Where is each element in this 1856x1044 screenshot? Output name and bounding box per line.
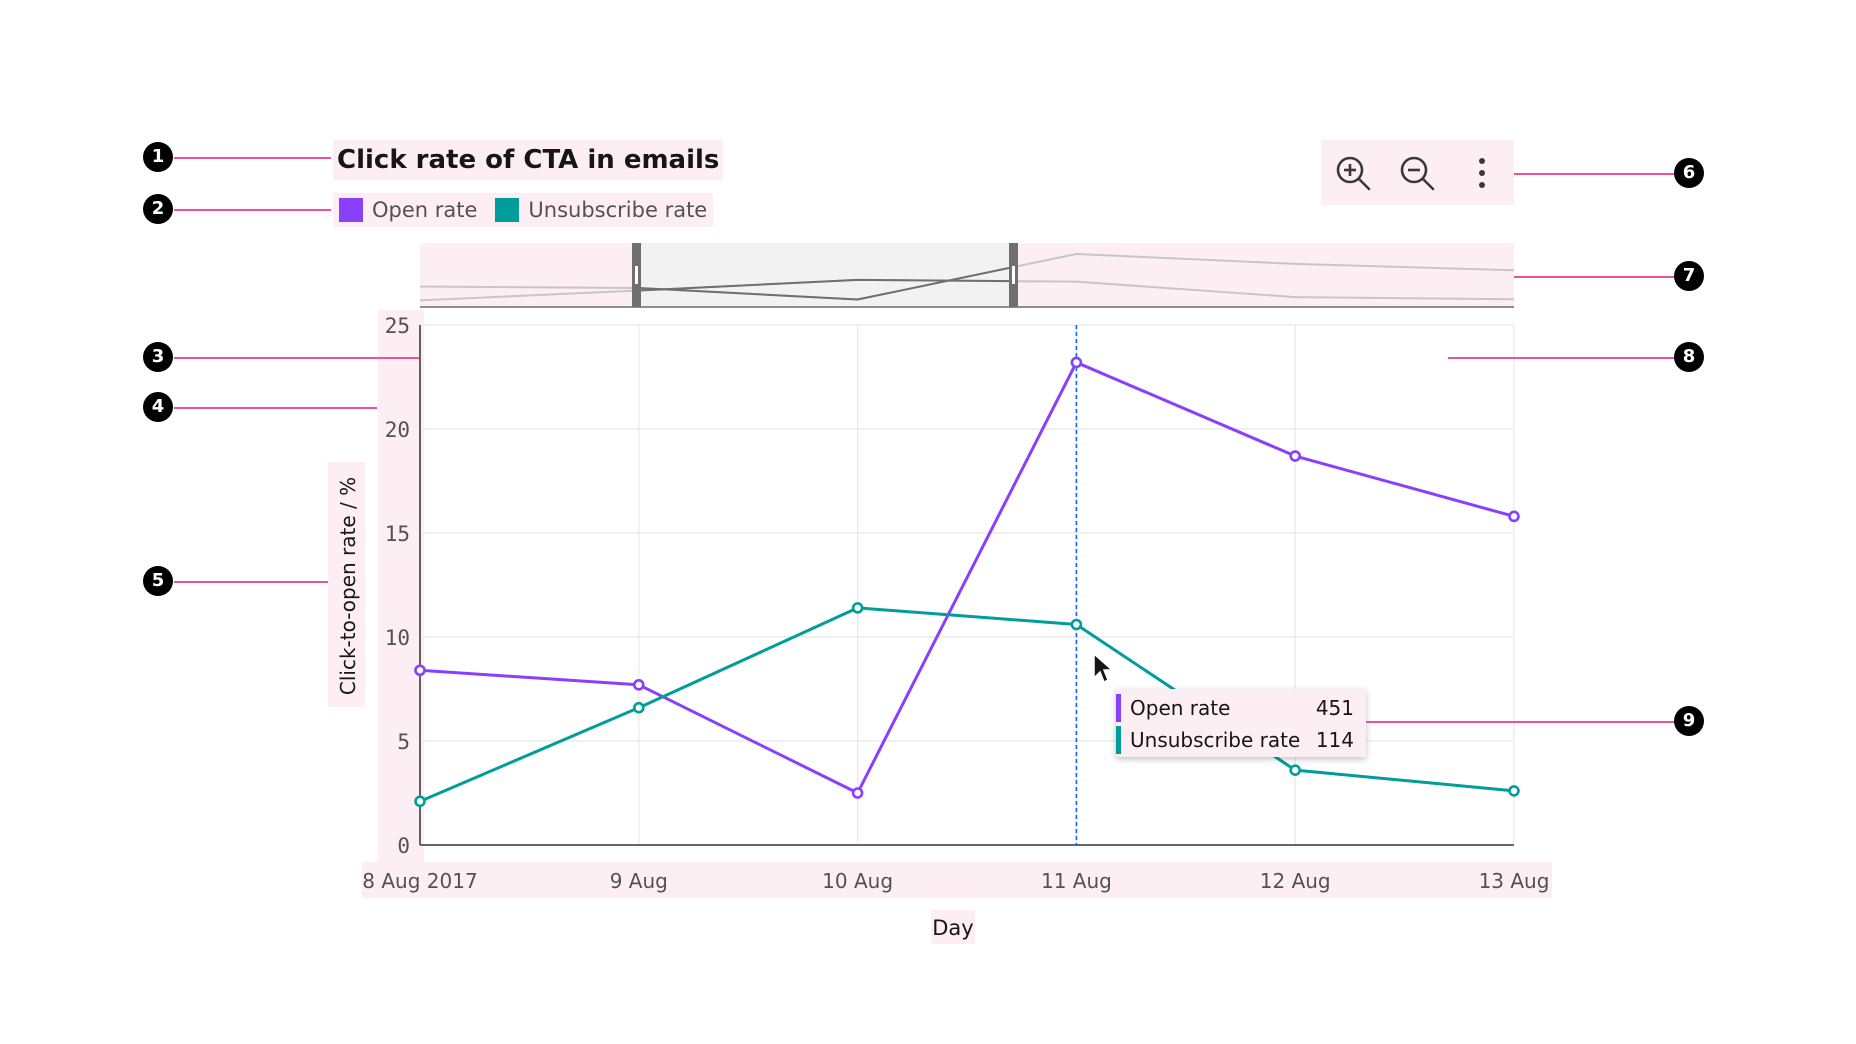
tooltip-label-open-rate: Open rate — [1130, 696, 1231, 720]
leader-line-3 — [174, 357, 419, 359]
annotation-badge-5: 5 — [143, 566, 173, 596]
data-point-unsubscribe-rate[interactable] — [414, 795, 426, 808]
y-tick-label: 20 — [385, 418, 410, 442]
tooltip-row-unsubscribe-rate: Unsubscribe rate 114 — [1116, 726, 1366, 754]
tooltip-row-open-rate: Open rate 451 — [1116, 694, 1366, 722]
annotation-badge-1: 1 — [143, 142, 173, 172]
overflow-menu-icon — [1478, 157, 1485, 188]
axes — [419, 325, 1514, 846]
x-label-highlight — [931, 910, 975, 944]
x-tick-label: 12 Aug — [1260, 869, 1331, 893]
x-tick-label: 8 Aug 2017 — [362, 869, 477, 893]
data-point-open-rate[interactable] — [1289, 450, 1301, 462]
data-point-open-rate[interactable] — [851, 787, 864, 799]
zoom-bar-selected-line-unsubscribe-rate — [636, 278, 1013, 292]
legend-swatch-open-rate — [339, 198, 363, 222]
tooltip-swatch-open-rate — [1116, 694, 1121, 722]
data-point-unsubscribe-rate[interactable] — [632, 701, 645, 714]
y-tick-label: 25 — [385, 314, 410, 338]
zoom-in-button[interactable] — [1331, 151, 1375, 195]
x-tick-label: 13 Aug — [1479, 869, 1550, 893]
zoom-bar-selection[interactable] — [636, 243, 1013, 307]
y-tick-label: 5 — [397, 730, 410, 754]
tooltip-label-unsubscribe-rate: Unsubscribe rate — [1130, 728, 1301, 752]
y-tick-label: 0 — [397, 834, 410, 858]
zoom-bar[interactable] — [419, 243, 1515, 308]
annotation-badge-2: 2 — [143, 194, 173, 224]
data-point-unsubscribe-rate[interactable] — [1070, 618, 1083, 631]
legend-swatch-unsubscribe-rate — [495, 198, 520, 222]
leader-line-4 — [174, 407, 377, 409]
leader-line-8 — [1448, 357, 1688, 359]
y-label-highlight — [328, 462, 365, 707]
y-tick-area-highlight — [378, 310, 424, 862]
leader-line-2 — [174, 209, 331, 211]
grid — [419, 324, 1515, 846]
legend-item-unsubscribe-rate[interactable]: Unsubscribe rate — [495, 198, 707, 222]
annotation-badge-4: 4 — [143, 392, 173, 422]
x-axis-label: Day — [932, 916, 973, 940]
tooltip-value-open-rate: 451 — [1315, 696, 1354, 720]
chart-toolbar — [1321, 140, 1514, 205]
legend: Open rate Unsubscribe rate — [333, 193, 714, 227]
annotation-badge-3: 3 — [143, 342, 173, 372]
annotation-badge-9: 9 — [1674, 706, 1704, 736]
y-axis-label: Click-to-open rate / % — [336, 477, 360, 695]
data-point-unsubscribe-rate[interactable] — [1289, 764, 1301, 776]
legend-label-unsubscribe-rate: Unsubscribe rate — [528, 198, 708, 222]
zoom-bar-background — [420, 243, 1514, 307]
y-ticks: 0 5 10 15 20 25 — [385, 314, 410, 858]
data-point-open-rate[interactable] — [1508, 510, 1520, 523]
chart-title: Click rate of CTA in emails — [333, 140, 724, 180]
annotation-badge-7: 7 — [1674, 261, 1704, 291]
y-tick-label: 15 — [385, 522, 410, 546]
leader-line-7 — [1514, 276, 1688, 278]
zoom-in-icon — [1336, 156, 1371, 190]
zoom-bar-line-unsubscribe-rate — [419, 278, 1515, 302]
data-point-unsubscribe-rate[interactable] — [1508, 785, 1520, 797]
tooltip: Open rate 451 Unsubscribe rate 114 — [1116, 689, 1366, 757]
zoom-bar-selected-line-open-rate — [636, 266, 1013, 301]
data-point-open-rate[interactable] — [1070, 356, 1083, 369]
zoom-bar-handle-right[interactable] — [1009, 243, 1018, 307]
leader-line-5 — [174, 581, 328, 583]
x-tick-label: 11 Aug — [1041, 869, 1112, 893]
leader-line-6 — [1514, 173, 1688, 175]
zoom-bar-handle-right-grip — [1012, 266, 1015, 284]
x-tick-label: 9 Aug — [610, 869, 668, 893]
overflow-menu-button[interactable] — [1460, 151, 1504, 195]
zoom-bar-handle-left-grip — [635, 266, 638, 284]
zoom-out-button[interactable] — [1395, 151, 1439, 195]
data-point-open-rate[interactable] — [632, 679, 645, 691]
mouse-pointer-icon — [1093, 652, 1114, 684]
leader-line-9 — [1366, 721, 1688, 723]
zoom-out-icon — [1401, 156, 1435, 190]
zoom-bar-line-open-rate — [419, 252, 1515, 301]
data-point-open-rate[interactable] — [414, 664, 426, 677]
annotation-badge-6: 6 — [1674, 158, 1704, 188]
y-tick-label: 10 — [385, 626, 410, 650]
legend-label-open-rate: Open rate — [372, 198, 478, 222]
zoom-bar-handle-left[interactable] — [632, 243, 641, 307]
tooltip-swatch-unsubscribe-rate — [1116, 726, 1121, 754]
leader-line-1 — [174, 157, 331, 159]
tooltip-value-unsubscribe-rate: 114 — [1315, 728, 1354, 752]
data-point-unsubscribe-rate[interactable] — [851, 602, 864, 614]
x-tick-area-highlight — [362, 862, 1552, 898]
x-tick-label: 10 Aug — [822, 869, 893, 893]
annotation-badge-8: 8 — [1674, 342, 1704, 372]
legend-item-open-rate[interactable]: Open rate — [339, 198, 477, 222]
x-ticks: 8 Aug 2017 9 Aug 10 Aug 11 Aug 12 Aug 13 Aug — [362, 869, 1549, 893]
